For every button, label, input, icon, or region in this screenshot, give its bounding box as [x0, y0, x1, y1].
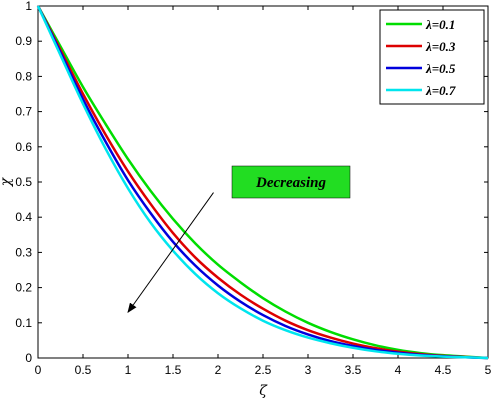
x-tick-label: 5 — [485, 363, 491, 377]
y-tick-label: 0 — [25, 351, 32, 365]
x-tick-label: 3 — [305, 363, 312, 377]
series-line-4 — [36, 5, 489, 360]
x-tick-label: 2 — [215, 363, 222, 377]
y-tick-label: 0.5 — [15, 175, 32, 189]
x-tick-label: 3.5 — [345, 363, 362, 377]
y-tick-label: 0.4 — [15, 210, 32, 224]
x-tick-label: 4.5 — [435, 363, 452, 377]
legend-label-3: λ=0.5 — [425, 61, 456, 76]
legend-label-1: λ=0.1 — [425, 17, 455, 32]
y-tick-label: 1 — [25, 0, 32, 13]
x-tick-label: 1 — [125, 363, 132, 377]
y-tick-label: 0.9 — [15, 34, 32, 48]
x-tick-label: 4 — [395, 363, 402, 377]
x-tick-label: 2.5 — [255, 363, 272, 377]
y-tick-label: 0.6 — [15, 140, 32, 154]
x-tick-label: 0.5 — [75, 363, 92, 377]
y-tick-label: 0.8 — [15, 69, 32, 83]
y-tick-label: 0.3 — [15, 245, 32, 259]
x-tick-label: 1.5 — [165, 363, 182, 377]
x-tick-label: 0 — [35, 363, 42, 377]
x-axis-label: ζ — [259, 383, 268, 399]
legend-label-4: λ=0.7 — [425, 83, 456, 98]
y-tick-label: 0.7 — [15, 105, 32, 119]
legend-label-2: λ=0.3 — [425, 39, 456, 54]
annotation-box — [231, 165, 351, 199]
legend-box — [379, 9, 485, 105]
y-tick-label: 0.1 — [15, 316, 32, 330]
annotation-arrow — [127, 192, 214, 314]
y-tick-label: 0.2 — [15, 281, 32, 295]
y-axis-label: χ — [0, 176, 14, 187]
annotation-label: Decreasing — [255, 175, 326, 191]
